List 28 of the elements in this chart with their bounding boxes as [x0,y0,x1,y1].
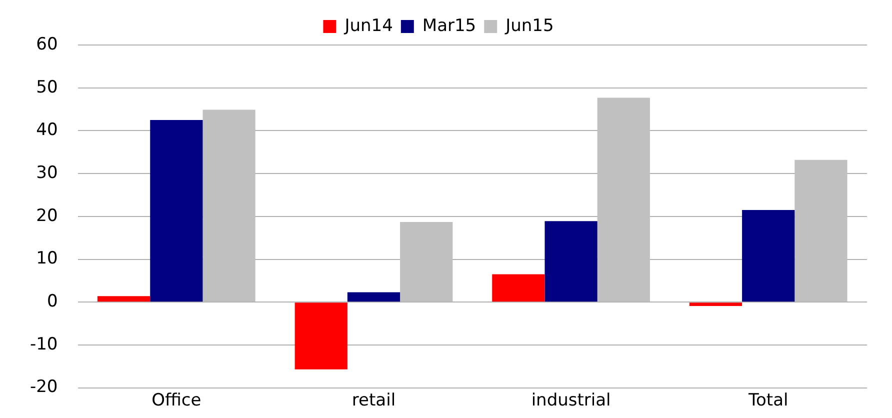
bar [742,210,795,302]
y-tick-label: 30 [36,162,58,183]
bar [97,296,150,302]
bar [794,160,848,302]
bar [597,98,650,302]
y-tick-label: 40 [36,120,58,140]
y-tick-label: 20 [36,206,58,226]
x-tick-label: retail [352,390,396,410]
x-tick-label: Office [152,390,202,410]
y-tick-label: 50 [36,77,58,98]
y-tick-label: 10 [36,248,58,269]
bar [689,302,742,306]
bar [202,110,256,302]
bar [294,302,348,370]
y-tick-label: -20 [30,377,58,398]
x-tick-label: industrial [531,390,611,410]
bar [150,120,203,302]
bar [492,274,545,302]
bar [347,292,400,302]
legend-label: Mar15 [422,16,476,36]
x-tick-label: Total [747,390,788,410]
y-tick-label: -10 [30,334,58,354]
bar [544,221,598,302]
bar [400,222,453,302]
y-tick-label: 60 [36,34,58,54]
y-tick-label: 0 [46,292,58,312]
legend-label: Jun14 [344,16,393,36]
legend-label: Jun15 [504,16,554,36]
